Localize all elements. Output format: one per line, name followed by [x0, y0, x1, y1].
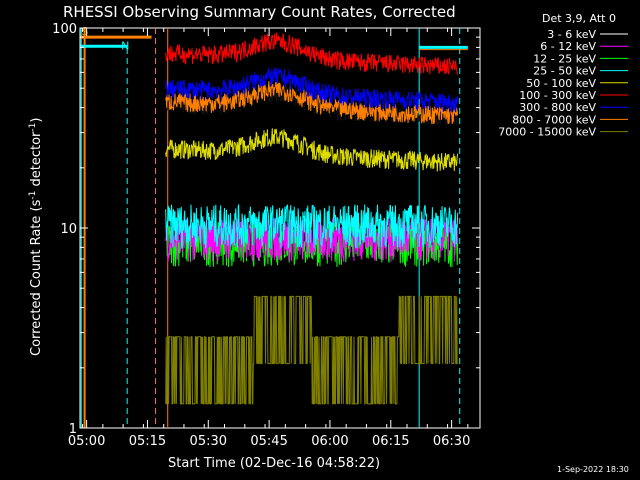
- y-axis-label: Corrected Count Rate (s-1 detector-1): [28, 118, 44, 356]
- x-axis-label: Start Time (02-Dec-16 04:58:22): [168, 456, 380, 471]
- y-axis: 1 10 100: [52, 22, 480, 437]
- series-line: [165, 295, 458, 405]
- legend-label: 300 - 800 keV: [519, 101, 596, 114]
- legend-label: 7000 - 15000 keV: [498, 126, 596, 139]
- series-line: [165, 204, 459, 249]
- x-tick-label: 06:00: [311, 434, 348, 449]
- y-tick-label: 100: [52, 22, 77, 37]
- x-tick-label: 05:45: [250, 434, 287, 449]
- legend-label: 100 - 300 keV: [519, 89, 596, 102]
- y-tick-label: 1: [69, 422, 77, 437]
- legend-label: 800 - 7000 keV: [512, 113, 596, 126]
- legend-title: Det 3,9, Att 0: [542, 12, 616, 25]
- chart-title: RHESSI Observing Summary Count Rates, Co…: [63, 3, 456, 21]
- x-tick-label: 05:30: [190, 434, 227, 449]
- legend-label: 6 - 12 keV: [540, 40, 596, 53]
- series-line: [165, 32, 459, 76]
- plot-area: SN: [79, 25, 481, 429]
- legend-label: 3 - 6 keV: [547, 28, 596, 41]
- x-tick-label: 05:15: [129, 434, 166, 449]
- x-tick-label: 06:15: [372, 434, 409, 449]
- series-line: [165, 128, 459, 172]
- legend-label: 50 - 100 keV: [526, 77, 596, 90]
- x-tick-label: 05:00: [68, 434, 105, 449]
- x-axis: 05:00 05:15 05:30 05:45 06:00 06:15 06:30: [68, 28, 470, 449]
- annotation-s: S: [81, 25, 88, 38]
- y-tick-label: 10: [60, 222, 77, 237]
- legend-label: 12 - 25 keV: [533, 52, 596, 65]
- series-line: [165, 67, 459, 113]
- x-tick-label: 06:30: [433, 434, 470, 449]
- legend-label: 25 - 50 keV: [533, 65, 596, 78]
- timestamp: 1-Sep-2022 18:30: [557, 465, 629, 474]
- annotation-n: N: [121, 40, 129, 53]
